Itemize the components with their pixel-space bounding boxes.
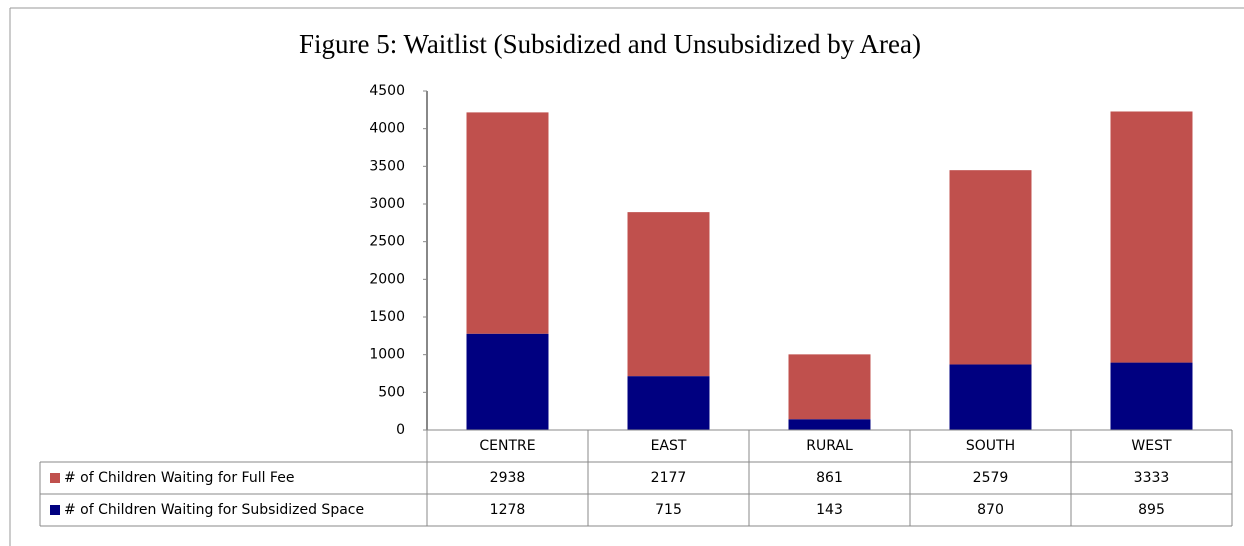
chart-title: Figure 5: Waitlist (Subsidized and Unsub…: [299, 29, 921, 59]
y-tick-label: 4000: [369, 121, 405, 137]
table-value: 870: [977, 502, 1004, 518]
x-tick-label: SOUTH: [966, 438, 1015, 454]
bar-segment: [627, 376, 710, 430]
y-tick-label: 2500: [369, 234, 405, 250]
table-value: 2938: [490, 470, 526, 486]
legend-label: # of Children Waiting for Full Fee: [64, 470, 294, 486]
bar-segment: [788, 419, 871, 430]
bar-segment: [466, 112, 549, 334]
bar-segment: [627, 212, 710, 377]
x-tick-label: CENTRE: [479, 438, 535, 454]
table-value: 1278: [490, 502, 526, 518]
table-value: 2579: [973, 470, 1009, 486]
y-tick-label: 3000: [369, 196, 405, 212]
table-value: 3333: [1134, 470, 1170, 486]
legend-key: [50, 473, 60, 483]
bar-segment: [1110, 111, 1193, 363]
x-tick-label: EAST: [651, 438, 687, 454]
y-tick-label: 3500: [369, 158, 405, 174]
table-value: 861: [816, 470, 843, 486]
y-tick-label: 0: [396, 422, 405, 438]
table-value: 143: [816, 502, 843, 518]
bar-segment: [466, 333, 549, 430]
y-tick-label: 1000: [369, 347, 405, 363]
bar-segment: [949, 364, 1032, 430]
table-value: 895: [1138, 502, 1165, 518]
table-value: 2177: [651, 470, 687, 486]
legend-label: # of Children Waiting for Subsidized Spa…: [64, 502, 364, 518]
y-tick-label: 1500: [369, 309, 405, 325]
y-tick-label: 2000: [369, 271, 405, 287]
legend-key: [50, 505, 60, 515]
x-tick-label: RURAL: [806, 438, 853, 454]
bar-segment: [1110, 362, 1193, 430]
y-tick-label: 4500: [369, 83, 405, 99]
y-tick-label: 500: [378, 384, 405, 400]
bar-segment: [788, 354, 871, 420]
bar-segment: [949, 170, 1032, 365]
x-tick-label: WEST: [1131, 438, 1172, 454]
table-value: 715: [655, 502, 682, 518]
